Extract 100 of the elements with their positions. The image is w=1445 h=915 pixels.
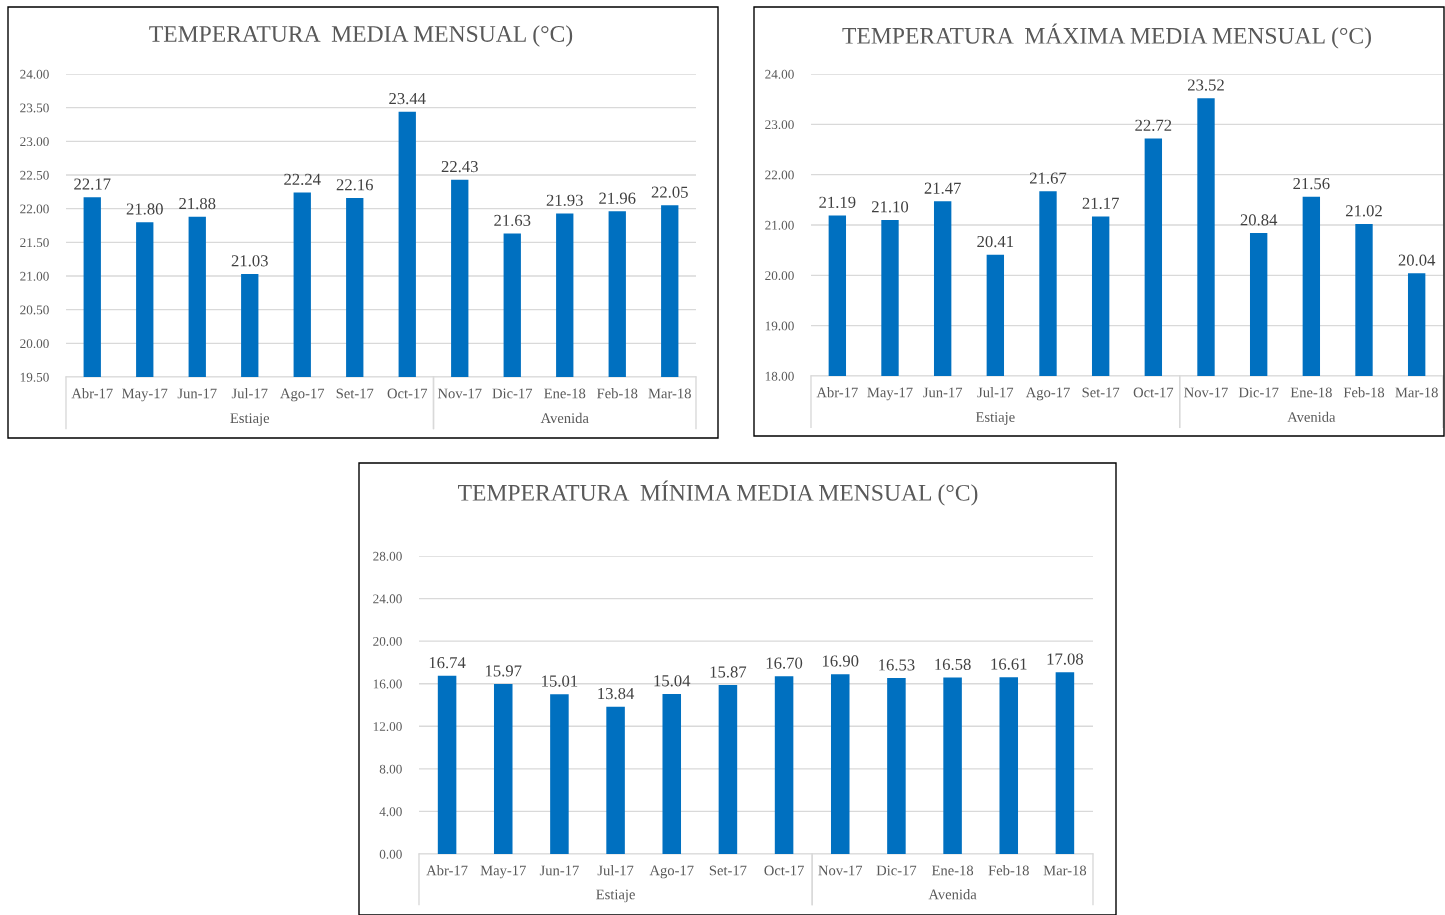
data-label: 21.80 bbox=[126, 203, 163, 215]
y-tick-label: 22.00 bbox=[765, 170, 794, 180]
x-tick-label: Set-17 bbox=[336, 388, 374, 399]
x-tick-label: Oct-17 bbox=[764, 865, 804, 876]
x-tick-label: Jul-17 bbox=[597, 865, 634, 876]
bar bbox=[887, 678, 906, 854]
x-tick-label: May-17 bbox=[480, 865, 526, 879]
data-label: 16.61 bbox=[991, 658, 1027, 670]
x-tick-label: May-17 bbox=[867, 387, 913, 401]
x-tick-label: Jun-17 bbox=[539, 865, 579, 876]
x-tick-label: Set-17 bbox=[709, 865, 747, 876]
y-tick-label: 21.00 bbox=[20, 271, 49, 281]
x-tick-label: Jul-17 bbox=[231, 388, 268, 399]
x-tick-label: Mar-18 bbox=[1043, 865, 1087, 876]
data-label: 15.87 bbox=[710, 666, 747, 678]
x-tick-label: Jun-17 bbox=[923, 387, 963, 398]
y-tick-label: 21.50 bbox=[20, 238, 49, 248]
y-tick-label: 23.00 bbox=[20, 137, 49, 147]
x-tick-label: Feb-18 bbox=[1343, 387, 1385, 398]
x-tick-label: Abr-17 bbox=[71, 388, 113, 399]
data-label: 16.58 bbox=[935, 658, 971, 671]
data-label: 21.67 bbox=[1029, 172, 1067, 184]
x-tick-label: Dic-17 bbox=[876, 865, 917, 876]
bar bbox=[774, 676, 794, 854]
y-tick-label: 12.00 bbox=[373, 722, 402, 732]
x-tick-label: Jun-17 bbox=[177, 388, 217, 399]
data-label: 17.08 bbox=[1047, 653, 1084, 665]
y-tick-label: 16.00 bbox=[373, 679, 402, 689]
data-label: 16.70 bbox=[766, 657, 803, 669]
data-label: 20.84 bbox=[1240, 214, 1278, 226]
x-tick-label: Dic-17 bbox=[1238, 387, 1279, 398]
bar bbox=[943, 677, 962, 854]
data-label: 21.02 bbox=[1345, 205, 1382, 217]
bar bbox=[493, 684, 513, 854]
bar bbox=[437, 675, 457, 854]
bar bbox=[662, 693, 682, 854]
text: Estiaje bbox=[596, 889, 635, 903]
y-tick-label: 23.50 bbox=[20, 103, 49, 113]
data-label: 22.24 bbox=[284, 173, 321, 186]
y-tick-label: 8.00 bbox=[379, 764, 402, 774]
text: Avenida bbox=[928, 889, 977, 900]
x-tick-label: May-17 bbox=[122, 388, 168, 402]
x-tick-label: Oct-17 bbox=[387, 388, 428, 399]
data-label: 21.03 bbox=[231, 255, 268, 267]
x-tick-label: Oct-17 bbox=[1133, 387, 1174, 398]
data-label: 15.01 bbox=[542, 675, 578, 687]
text: Avenida bbox=[540, 412, 589, 424]
data-label: 15.97 bbox=[485, 665, 522, 677]
bar bbox=[718, 685, 738, 854]
y-tick-label: 0.00 bbox=[379, 849, 402, 859]
y-tick-label: 21.00 bbox=[765, 220, 794, 230]
x-tick-label: Feb-18 bbox=[597, 388, 638, 399]
bar bbox=[830, 674, 850, 854]
x-tick-label: Nov-17 bbox=[1184, 387, 1228, 398]
bar bbox=[550, 694, 569, 854]
x-tick-label: Ene-18 bbox=[1290, 387, 1332, 398]
text: Estiaje bbox=[230, 413, 270, 427]
y-tick-label: 20.00 bbox=[373, 636, 402, 646]
chart-title: TEMPERATURA MEDIA MENSUAL (°C) bbox=[149, 25, 573, 47]
y-tick-label: 20.00 bbox=[20, 339, 49, 349]
x-tick-label: Abr-17 bbox=[816, 387, 858, 398]
data-label: 13.84 bbox=[598, 687, 635, 700]
y-tick-label: 24.00 bbox=[765, 69, 794, 79]
data-label: 22.16 bbox=[336, 179, 373, 191]
x-tick-label: Ene-18 bbox=[544, 388, 586, 399]
data-label: 22.43 bbox=[441, 160, 478, 173]
x-tick-label: Feb-18 bbox=[988, 865, 1029, 876]
x-tick-label: Ago-17 bbox=[1025, 387, 1070, 401]
text: Avenida bbox=[1287, 411, 1336, 422]
y-tick-label: 20.50 bbox=[20, 305, 49, 315]
x-tick-label: Nov-17 bbox=[818, 865, 863, 876]
y-tick-label: 28.00 bbox=[373, 551, 402, 561]
data-label: 16.53 bbox=[879, 659, 915, 671]
x-tick-label: Set-17 bbox=[1082, 387, 1120, 398]
x-tick-label: Nov-17 bbox=[437, 388, 482, 399]
data-label: 20.41 bbox=[977, 235, 1014, 248]
x-tick-label: Abr-17 bbox=[426, 865, 468, 876]
chart-title: TEMPERATURA MÁXIMA MEDIA MENSUAL (°C) bbox=[842, 23, 1371, 49]
bar bbox=[606, 706, 625, 854]
y-tick-label: 23.00 bbox=[765, 120, 794, 130]
bar bbox=[1055, 672, 1075, 854]
chart-title: TEMPERATURA MÍNIMA MEDIA MENSUAL (°C) bbox=[458, 480, 978, 506]
data-label: 16.74 bbox=[429, 657, 466, 669]
data-label: 21.96 bbox=[599, 192, 636, 204]
y-tick-label: 24.00 bbox=[20, 69, 49, 79]
bar bbox=[999, 677, 1019, 854]
data-label: 16.90 bbox=[822, 655, 859, 667]
text: Estiaje bbox=[975, 412, 1015, 425]
data-label: 21.47 bbox=[924, 182, 961, 194]
x-tick-label: Jul-17 bbox=[977, 387, 1014, 398]
data-label: 21.93 bbox=[546, 194, 583, 206]
data-label: 21.10 bbox=[871, 201, 909, 213]
data-label: 22.05 bbox=[651, 186, 688, 198]
x-tick-label: Ago-17 bbox=[280, 388, 325, 402]
data-label: 15.04 bbox=[654, 675, 691, 687]
x-tick-label: Mar-18 bbox=[1395, 387, 1438, 398]
y-tick-label: 18.00 bbox=[765, 371, 794, 381]
data-label: 20.04 bbox=[1398, 254, 1436, 266]
y-tick-label: 20.00 bbox=[765, 271, 794, 281]
y-tick-label: 24.00 bbox=[373, 594, 402, 604]
